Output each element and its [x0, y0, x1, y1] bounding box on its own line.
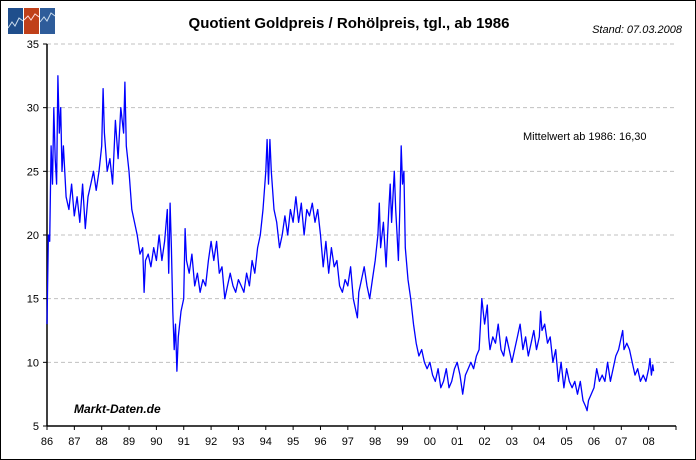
x-tick-label: 02 — [478, 436, 490, 448]
x-tick-label: 97 — [342, 436, 354, 448]
logo-tile-3 — [40, 8, 55, 34]
y-tick-label: 25 — [27, 166, 39, 178]
x-tick-label: 04 — [533, 436, 545, 448]
x-tick-label: 90 — [150, 436, 162, 448]
x-tick-label: 08 — [643, 436, 655, 448]
x-tick-label: 06 — [588, 436, 600, 448]
chart-title: Quotient Goldpreis / Rohölpreis, tgl., a… — [188, 15, 510, 32]
x-tick-label: 92 — [205, 436, 217, 448]
x-tick-label: 89 — [123, 436, 135, 448]
y-tick-label: 30 — [27, 103, 39, 115]
y-tick-label: 5 — [33, 421, 39, 433]
brand-label: Markt-Daten.de — [74, 402, 161, 416]
x-tick-label: 93 — [232, 436, 244, 448]
mean-annotation: Mittelwert ab 1986: 16,30 — [523, 131, 647, 143]
x-tick-label: 87 — [68, 436, 80, 448]
x-tick-label: 07 — [615, 436, 627, 448]
y-tick-label: 15 — [27, 294, 39, 306]
x-tick-label: 96 — [314, 436, 326, 448]
x-tick-label: 88 — [96, 436, 108, 448]
x-tick-label: 03 — [506, 436, 518, 448]
x-tick-label: 01 — [451, 436, 463, 448]
x-tick-label: 95 — [287, 436, 299, 448]
x-tick-label: 91 — [178, 436, 190, 448]
logo — [8, 8, 55, 34]
x-tick-label: 86 — [41, 436, 53, 448]
x-tick-label: 94 — [260, 436, 272, 448]
y-tick-label: 10 — [27, 357, 39, 369]
logo-tile-2 — [24, 8, 39, 34]
x-tick-label: 00 — [424, 436, 436, 448]
y-tick-label: 20 — [27, 230, 39, 242]
date-label: Stand: 07.03.2008 — [592, 24, 682, 36]
x-tick-label: 99 — [396, 436, 408, 448]
x-tick-label: 98 — [369, 436, 381, 448]
y-tick-label: 35 — [27, 39, 39, 51]
x-tick-label: 05 — [560, 436, 572, 448]
logo-tile-1 — [8, 8, 23, 34]
series-line — [46, 75, 655, 412]
